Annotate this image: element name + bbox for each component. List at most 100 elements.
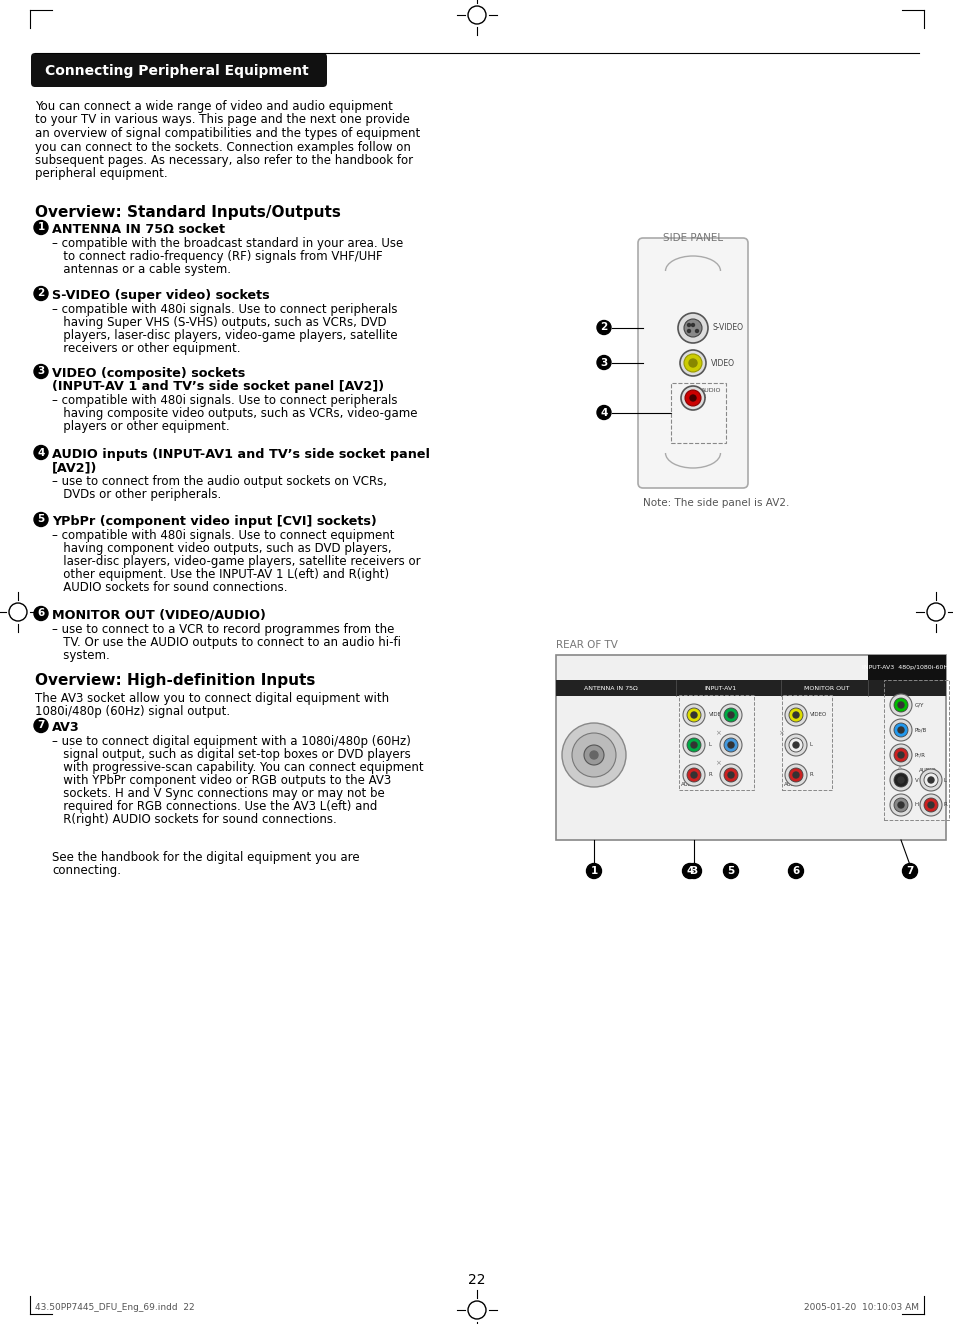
Circle shape: [589, 751, 598, 759]
Text: system.: system.: [52, 649, 110, 662]
Circle shape: [923, 773, 937, 786]
Text: 3: 3: [690, 866, 697, 876]
Circle shape: [723, 768, 738, 782]
Circle shape: [897, 727, 903, 733]
Circle shape: [720, 733, 741, 756]
Text: signal output, such as digital set-top boxes or DVD players: signal output, such as digital set-top b…: [52, 748, 411, 761]
Text: 5: 5: [726, 866, 734, 876]
Text: having component video outputs, such as DVD players,: having component video outputs, such as …: [52, 542, 392, 555]
Text: Pb/B: Pb/B: [914, 727, 926, 732]
Text: – use to connect from the audio output sockets on VCRs,: – use to connect from the audio output s…: [52, 475, 387, 489]
Text: H: H: [914, 802, 918, 808]
Text: 2: 2: [37, 289, 45, 298]
Text: – use to connect to a VCR to record programmes from the: – use to connect to a VCR to record prog…: [52, 624, 394, 636]
Circle shape: [34, 512, 48, 527]
Text: INPUT-AV1: INPUT-AV1: [703, 687, 736, 691]
Circle shape: [784, 704, 806, 726]
Text: See the handbook for the digital equipment you are: See the handbook for the digital equipme…: [52, 851, 359, 865]
Circle shape: [681, 863, 697, 879]
Circle shape: [682, 704, 704, 726]
Text: 4: 4: [599, 408, 607, 417]
Text: (INPUT-AV 1 and TV’s side socket panel [AV2]): (INPUT-AV 1 and TV’s side socket panel […: [52, 380, 384, 393]
Circle shape: [792, 741, 799, 748]
Text: ×: ×: [778, 730, 783, 736]
Circle shape: [902, 863, 917, 879]
Text: R: R: [708, 772, 712, 777]
Circle shape: [889, 719, 911, 741]
Text: 5: 5: [37, 515, 45, 524]
Text: 2: 2: [599, 323, 607, 332]
Text: L: L: [943, 777, 946, 782]
Circle shape: [727, 712, 733, 718]
Circle shape: [687, 323, 690, 327]
Circle shape: [34, 221, 48, 234]
Circle shape: [680, 387, 704, 410]
Text: an overview of signal compatibilities and the types of equipment: an overview of signal compatibilities an…: [35, 127, 420, 140]
Text: – compatible with 480i signals. Use to connect equipment: – compatible with 480i signals. Use to c…: [52, 530, 395, 542]
Text: AV3: AV3: [52, 722, 80, 733]
Text: 22: 22: [468, 1272, 485, 1287]
Circle shape: [597, 405, 610, 420]
Text: 7: 7: [905, 866, 913, 876]
Circle shape: [727, 741, 733, 748]
Circle shape: [788, 863, 802, 879]
Circle shape: [889, 769, 911, 790]
Circle shape: [897, 702, 903, 708]
Circle shape: [923, 798, 937, 812]
Text: Overview: Standard Inputs/Outputs: Overview: Standard Inputs/Outputs: [35, 205, 340, 220]
Text: [AV2]): [AV2]): [52, 461, 97, 474]
Text: sockets. H and V Sync connections may or may not be: sockets. H and V Sync connections may or…: [52, 786, 384, 800]
Text: with YPbPr component video or RGB outputs to the AV3: with YPbPr component video or RGB output…: [52, 775, 391, 786]
Text: L: L: [708, 743, 711, 748]
Text: ANTENNA IN 75Ω: ANTENNA IN 75Ω: [583, 687, 638, 691]
Bar: [679, 695, 753, 790]
Text: laser-disc players, video-game players, satellite receivers or: laser-disc players, video-game players, …: [52, 555, 420, 568]
Text: Connecting Peripheral Equipment: Connecting Peripheral Equipment: [45, 64, 309, 78]
Text: 4: 4: [37, 448, 45, 458]
Text: The AV3 socket allow you to connect digital equipment with: The AV3 socket allow you to connect digi…: [35, 692, 389, 704]
Text: players, laser-disc players, video-game players, satellite: players, laser-disc players, video-game …: [52, 328, 397, 342]
Bar: [670, 383, 725, 444]
Circle shape: [720, 764, 741, 786]
Bar: [867, 655, 945, 681]
Text: other equipment. Use the INPUT-AV 1 L(eft) and R(ight): other equipment. Use the INPUT-AV 1 L(ef…: [52, 568, 389, 581]
Circle shape: [691, 323, 694, 327]
Text: MONITOR OUT: MONITOR OUT: [803, 687, 848, 691]
Circle shape: [679, 350, 705, 376]
Circle shape: [34, 364, 48, 379]
Circle shape: [682, 733, 704, 756]
Text: subsequent pages. As necessary, also refer to the handbook for: subsequent pages. As necessary, also ref…: [35, 154, 413, 167]
Text: required for RGB connections. Use the AV3 L(eft) and: required for RGB connections. Use the AV…: [52, 800, 377, 813]
Text: ×: ×: [895, 764, 901, 771]
Text: having Super VHS (S-VHS) outputs, such as VCRs, DVD: having Super VHS (S-VHS) outputs, such a…: [52, 316, 386, 328]
Circle shape: [784, 764, 806, 786]
Text: AUDIO: AUDIO: [680, 782, 699, 788]
Text: 2005-01-20  10:10:03 AM: 2005-01-20 10:10:03 AM: [803, 1303, 918, 1312]
Text: S-VIDEO (super video) sockets: S-VIDEO (super video) sockets: [52, 289, 270, 302]
Circle shape: [893, 798, 907, 812]
Circle shape: [34, 286, 48, 301]
Text: peripheral equipment.: peripheral equipment.: [35, 168, 168, 180]
Text: with progressive-scan capability. You can connect equipment: with progressive-scan capability. You ca…: [52, 761, 423, 775]
Circle shape: [927, 777, 933, 782]
Text: AUDIO: AUDIO: [783, 782, 801, 788]
Bar: [556, 681, 945, 696]
Circle shape: [686, 768, 700, 782]
Circle shape: [597, 320, 610, 335]
Circle shape: [684, 391, 700, 406]
Text: TV. Or use the AUDIO outputs to connect to an audio hi-fi: TV. Or use the AUDIO outputs to connect …: [52, 636, 400, 649]
Circle shape: [893, 773, 907, 786]
Circle shape: [34, 606, 48, 621]
Text: to your TV in various ways. This page and the next one provide: to your TV in various ways. This page an…: [35, 114, 410, 127]
Circle shape: [683, 354, 701, 372]
Circle shape: [919, 769, 941, 790]
Text: R(right) AUDIO sockets for sound connections.: R(right) AUDIO sockets for sound connect…: [52, 813, 336, 826]
Circle shape: [919, 794, 941, 816]
Text: – compatible with the broadcast standard in your area. Use: – compatible with the broadcast standard…: [52, 237, 403, 250]
Text: – compatible with 480i signals. Use to connect peripherals: – compatible with 480i signals. Use to c…: [52, 303, 397, 316]
Text: having composite video outputs, such as VCRs, video-game: having composite video outputs, such as …: [52, 406, 417, 420]
Circle shape: [788, 768, 802, 782]
Circle shape: [723, 708, 738, 722]
Text: L: L: [809, 743, 812, 748]
Circle shape: [678, 312, 707, 343]
